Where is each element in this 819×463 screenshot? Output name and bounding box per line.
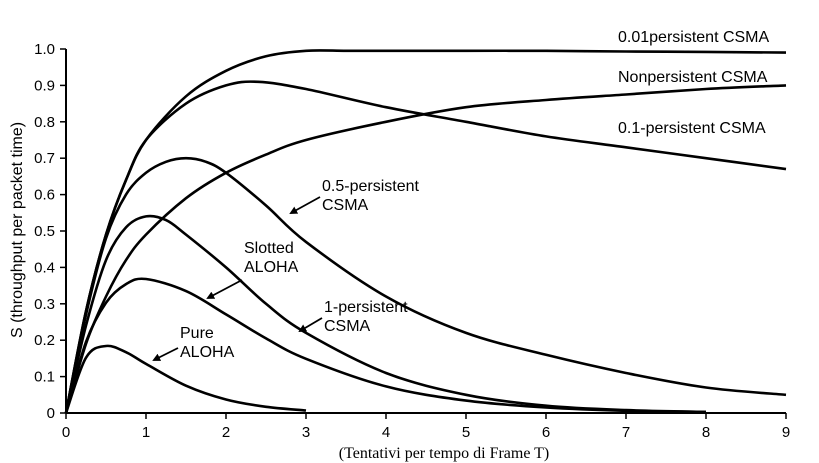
series-labels: Pure ALOHA Slotted ALOHA 1-persistent CSMA 0.5… [152, 29, 770, 361]
x-tick-label: 2 [222, 424, 230, 441]
series-line-nonpersistent-csma [64, 84, 787, 414]
series-line-slotted-aloha [64, 277, 707, 414]
series-line-pure-aloha [64, 344, 307, 414]
series-lines [64, 49, 787, 414]
label-pointer-arrow [289, 196, 321, 214]
x-tick-label: 0 [62, 424, 70, 441]
x-tick-label: 4 [382, 424, 390, 441]
y-tick-label: 0.3 [34, 296, 55, 313]
series-label-persistent-001-csma: 0.01persistent CSMA [618, 29, 770, 46]
x-axis-title: (Tentativi per tempo di Frame T) [339, 445, 550, 462]
label-pointer-arrow [206, 279, 243, 299]
label-pointer-arrow [298, 317, 323, 333]
y-tick-label: 0.2 [34, 332, 55, 349]
series-label-pure-aloha: ALOHA [180, 344, 235, 361]
series-label-slotted-aloha: Slotted [244, 240, 294, 257]
series-label-persistent-05-csma: CSMA [322, 197, 369, 214]
series-label-pure-aloha: Pure [180, 325, 214, 342]
series-line-persistent-05-csma [64, 156, 787, 414]
y-tick-label: 0.4 [34, 259, 55, 276]
series-line-persistent-1-csma [64, 214, 707, 414]
x-tick-label: 8 [702, 424, 710, 441]
y-tick-label: 0.9 [34, 77, 55, 94]
y-tick-label: 0.5 [34, 223, 55, 240]
series-label-persistent-01-csma: 0.1-persistent CSMA [618, 120, 766, 137]
y-tick-label: 0.6 [34, 187, 55, 204]
y-tick-label: 0 [47, 405, 55, 422]
series-label-slotted-aloha: ALOHA [244, 259, 299, 276]
series-label-persistent-1-csma: 1-persistent [324, 299, 408, 316]
series-label-nonpersistent-csma: Nonpersistent CSMA [618, 69, 768, 86]
y-tick-label: 1.0 [34, 41, 55, 58]
y-tick-label: 0.7 [34, 150, 55, 167]
label-pointer-arrow [152, 347, 179, 361]
series-line-persistent-001-csma [64, 49, 787, 414]
y-axis-title: S (throughput per packet time) [9, 122, 26, 338]
x-tick-label: 5 [462, 424, 470, 441]
y-tick-label: 0.1 [34, 369, 55, 386]
x-tick-label: 3 [302, 424, 310, 441]
x-tick-label: 9 [782, 424, 790, 441]
x-tick-label: 6 [542, 424, 550, 441]
x-tick-label: 1 [142, 424, 150, 441]
series-label-persistent-05-csma: 0.5-persistent [322, 178, 419, 195]
x-tick-label: 7 [622, 424, 630, 441]
axes: 0 1 2 3 4 5 6 7 8 9 0 0.1 0.2 0.3 0.4 0.5 0.6 0.7 0.8 0.9 1.… [34, 41, 790, 441]
y-tick-label: 0.8 [34, 114, 55, 131]
series-label-persistent-1-csma: CSMA [324, 318, 371, 335]
